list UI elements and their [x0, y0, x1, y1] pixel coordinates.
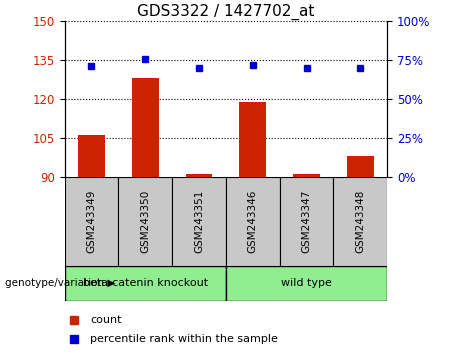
- Text: GSM243348: GSM243348: [355, 189, 366, 253]
- Text: beta-catenin knockout: beta-catenin knockout: [83, 278, 208, 288]
- Text: GSM243350: GSM243350: [140, 190, 150, 253]
- Text: GSM243351: GSM243351: [194, 189, 204, 253]
- Text: count: count: [90, 315, 122, 325]
- Bar: [78, 136, 105, 177]
- Bar: [65, 266, 226, 301]
- Text: percentile rank within the sample: percentile rank within the sample: [90, 333, 278, 344]
- Text: wild type: wild type: [281, 278, 332, 288]
- Bar: [172, 177, 226, 266]
- Text: GSM243347: GSM243347: [301, 189, 312, 253]
- Bar: [226, 266, 387, 301]
- Bar: [65, 177, 118, 266]
- Bar: [347, 156, 374, 177]
- Bar: [293, 175, 320, 177]
- Text: genotype/variation ▶: genotype/variation ▶: [5, 278, 115, 288]
- Bar: [239, 102, 266, 177]
- Bar: [280, 177, 333, 266]
- Text: GSM243349: GSM243349: [86, 189, 96, 253]
- Bar: [333, 177, 387, 266]
- Bar: [118, 177, 172, 266]
- Bar: [132, 78, 159, 177]
- Title: GDS3322 / 1427702_at: GDS3322 / 1427702_at: [137, 4, 314, 20]
- Bar: [226, 177, 280, 266]
- Bar: [185, 175, 213, 177]
- Text: GSM243346: GSM243346: [248, 189, 258, 253]
